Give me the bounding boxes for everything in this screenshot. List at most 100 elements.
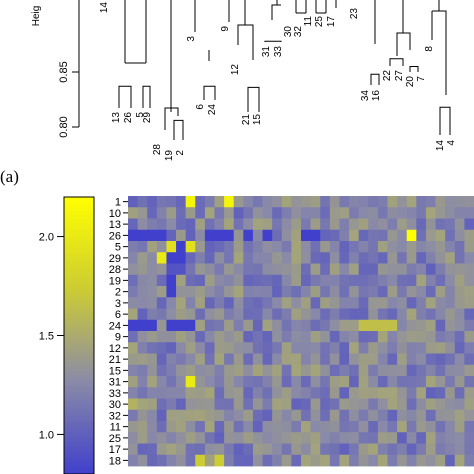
heatmap-cell — [272, 286, 283, 298]
heatmap-cell — [445, 229, 456, 242]
heatmap-cell — [128, 432, 139, 444]
heatmap-cell — [425, 252, 436, 264]
dendrogram-leaf-label: 24 — [207, 104, 218, 116]
heatmap-cell — [320, 331, 331, 343]
heatmap-cell — [425, 398, 436, 411]
heatmap-cell — [272, 229, 283, 242]
heatmap-cell — [272, 207, 283, 219]
heatmap-cell — [252, 409, 263, 422]
heatmap-cell — [377, 342, 388, 354]
heatmap-cell — [233, 398, 244, 411]
heatmap-cell — [320, 398, 331, 411]
heatmap-cell — [262, 229, 273, 242]
heatmap-cell — [128, 454, 139, 467]
heatmap-row-label: 33 — [109, 388, 121, 400]
heatmap-cell — [387, 376, 398, 388]
heatmap-cell — [368, 252, 379, 264]
heatmap-cell — [204, 196, 215, 208]
heatmap-cell — [176, 319, 187, 332]
heatmap-cell — [204, 376, 215, 388]
dendrogram-leaf-label: 7 — [416, 76, 427, 82]
heatmap-cell — [329, 331, 340, 343]
heatmap-cell — [291, 387, 302, 399]
heatmap-cell — [377, 443, 388, 456]
heatmap-cell — [272, 342, 283, 354]
heatmap-cell — [166, 387, 177, 399]
heatmap-cell — [349, 319, 360, 332]
heatmap-cell — [339, 274, 350, 287]
heatmap-cell — [137, 387, 148, 399]
heatmap-cell — [358, 364, 369, 377]
heatmap-cell — [185, 421, 196, 433]
heatmap-cell — [224, 443, 235, 456]
dendrogram-leaf-label: 2 — [175, 150, 186, 156]
heatmap-cell — [233, 331, 244, 343]
heatmap-cell — [128, 218, 139, 231]
heatmap-cell — [214, 263, 225, 276]
heatmap-cell — [243, 353, 254, 366]
heatmap-cell — [252, 274, 263, 287]
heatmap-cell — [243, 241, 254, 253]
heatmap-cell — [445, 331, 456, 343]
heatmap-cell — [435, 364, 446, 377]
heatmap-cell — [233, 241, 244, 253]
heatmap-cell — [128, 241, 139, 253]
heatmap-cell — [416, 387, 427, 399]
heatmap-cell — [387, 252, 398, 264]
heatmap-cell — [416, 218, 427, 231]
heatmap-cell — [368, 207, 379, 219]
heatmap-cell — [387, 308, 398, 321]
heatmap-cell — [435, 297, 446, 309]
heatmap-cell — [156, 319, 167, 332]
dendrogram-leaf-label: 34 — [360, 90, 371, 102]
heatmap-cell — [310, 454, 321, 467]
heatmap-cell — [320, 286, 331, 298]
heatmap-cell — [204, 387, 215, 399]
heatmap-cell — [291, 263, 302, 276]
heatmap-cell — [291, 218, 302, 231]
heatmap-cell — [204, 229, 215, 242]
heatmap-cell — [377, 319, 388, 332]
heatmap-cell — [233, 196, 244, 208]
heatmap-cell — [454, 331, 465, 343]
dendrogram-leaf-label: 14 — [435, 140, 446, 152]
heatmap-cell — [397, 443, 408, 456]
heatmap-cell — [301, 353, 312, 366]
heatmap-cell — [349, 364, 360, 377]
heatmap-cell — [128, 263, 139, 276]
heatmap-cell — [137, 241, 148, 253]
heatmap-cell — [262, 286, 273, 298]
heatmap-cell — [339, 331, 350, 343]
heatmap-cell — [176, 229, 187, 242]
heatmap-row-label: 6 — [115, 309, 121, 321]
dendrogram-leaf-label: 12 — [230, 64, 241, 76]
heatmap-cell — [329, 364, 340, 377]
heatmap-cell — [195, 454, 206, 467]
heatmap-cell — [387, 432, 398, 444]
heatmap-cell — [262, 319, 273, 332]
heatmap-cell — [349, 207, 360, 219]
heatmap-cell — [195, 297, 206, 309]
heatmap-cell — [358, 387, 369, 399]
heatmap-cell — [368, 387, 379, 399]
heatmap-cell — [435, 432, 446, 444]
heatmap-cell — [137, 432, 148, 444]
heatmap-cell — [329, 342, 340, 354]
heatmap-cell — [185, 432, 196, 444]
heatmap-cell — [233, 387, 244, 399]
dendrogram-leaf-label: 21 — [241, 114, 252, 126]
heatmap-cell — [252, 286, 263, 298]
heatmap-cell — [397, 319, 408, 332]
heatmap-cell — [464, 241, 474, 253]
y-tick-label: 0.80 — [58, 116, 70, 137]
heatmap-cell — [137, 454, 148, 467]
heatmap-cell — [252, 364, 263, 377]
heatmap-cell — [377, 409, 388, 422]
heatmap-cell — [262, 398, 273, 411]
heatmap-cell — [128, 376, 139, 388]
heatmap-cell — [310, 353, 321, 366]
heatmap-cell — [224, 454, 235, 467]
heatmap-cell — [166, 421, 177, 433]
heatmap-cell — [329, 398, 340, 411]
heatmap-cell — [214, 421, 225, 433]
